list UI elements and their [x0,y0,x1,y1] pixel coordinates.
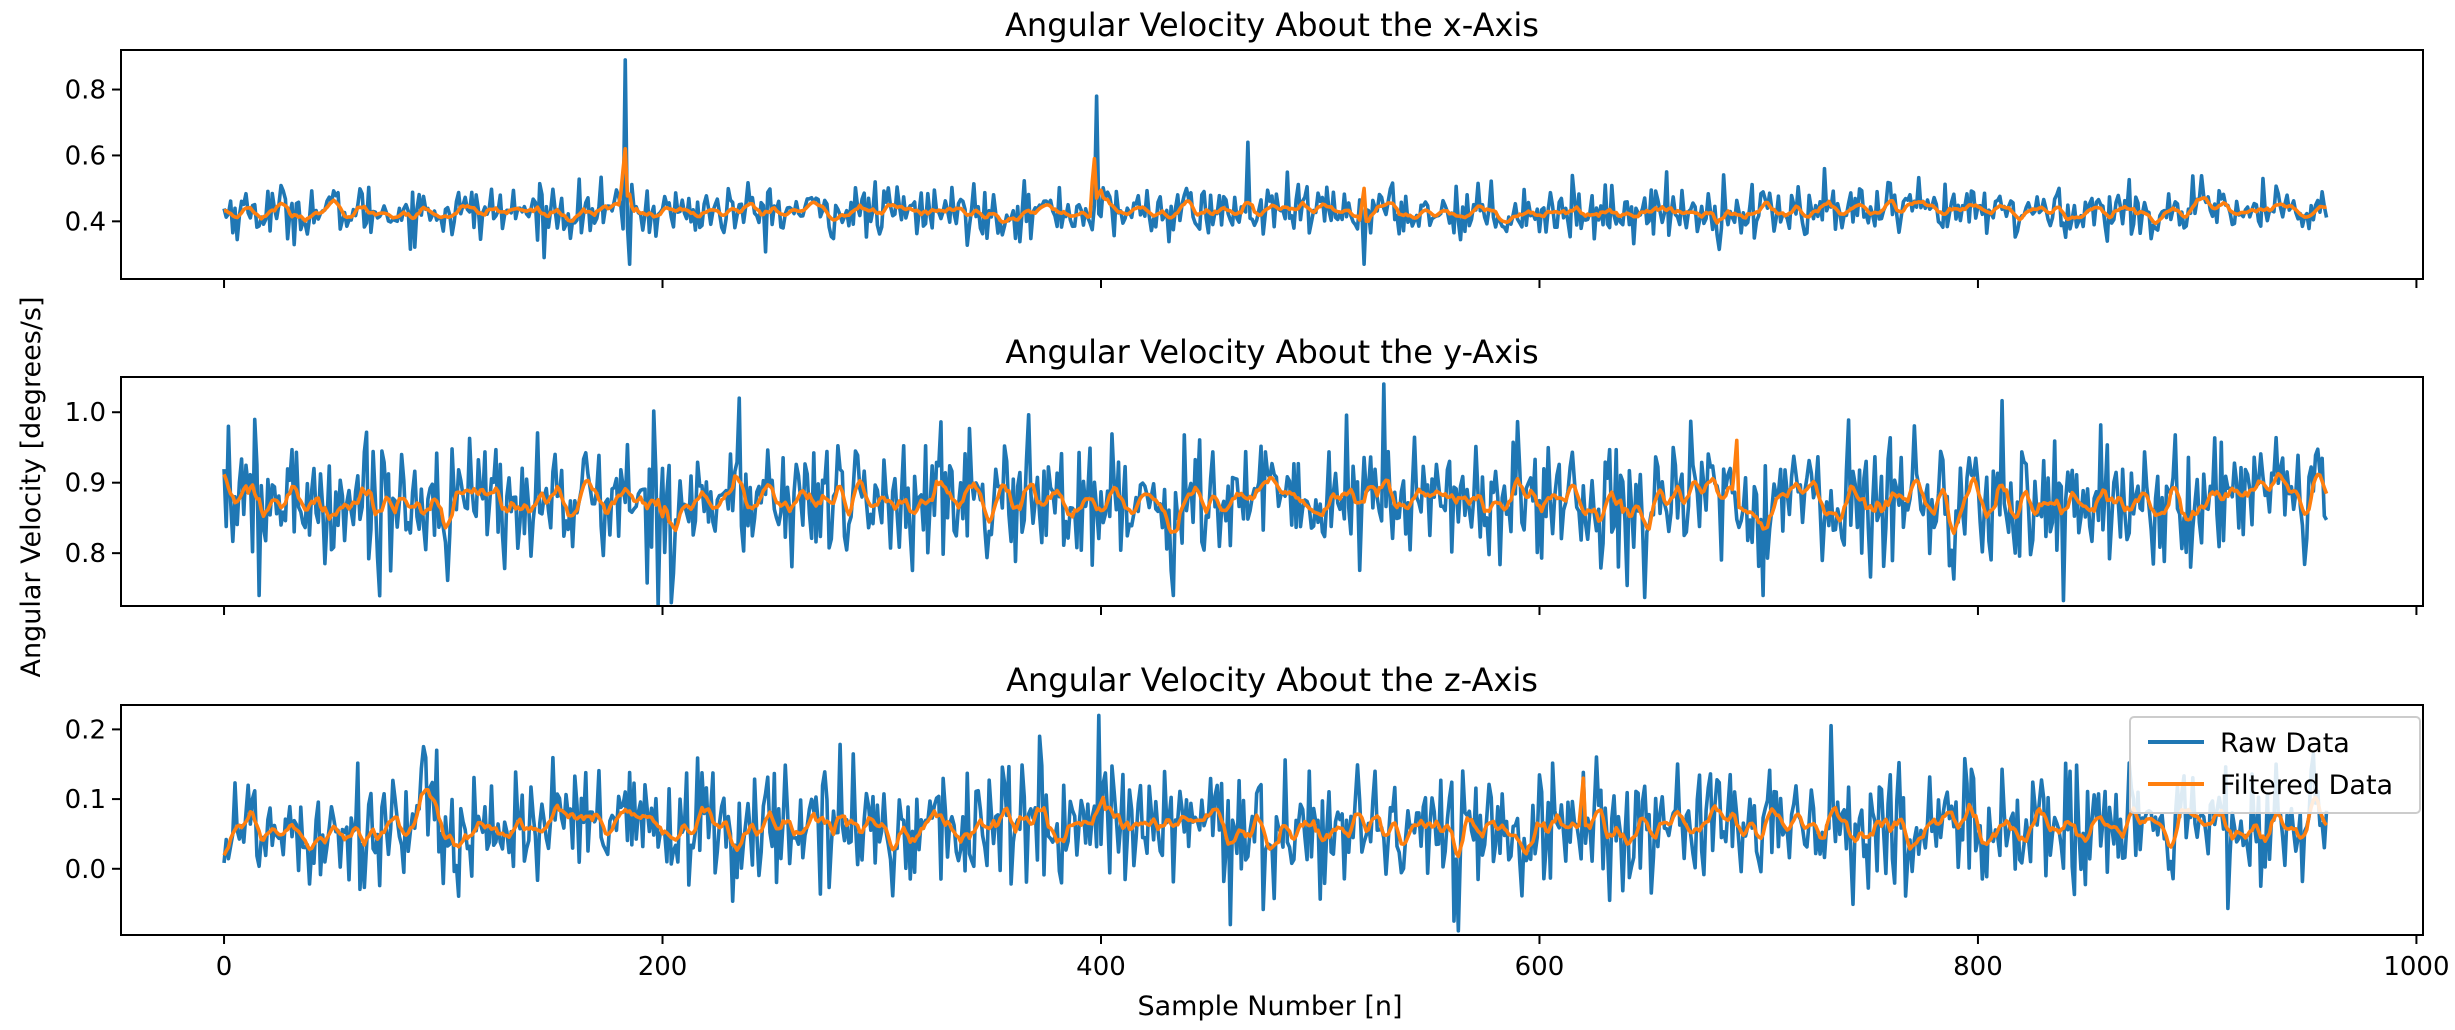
panel-title: Angular Velocity About the x-Axis [1005,6,1539,44]
y-tick-label: 0.2 [65,715,106,745]
axes-frame [120,49,2424,280]
raw-data-line [222,713,2329,933]
x-tick-label: 1000 [2383,952,2449,982]
x-tick-label: 600 [1515,952,1565,982]
legend: Raw Data Filtered Data [2129,716,2421,814]
panel-x: Angular Velocity About the x-Axis 0.4 0.6 0… [65,6,2424,288]
filtered-data-line [222,438,2329,536]
y-tick-label: 1.0 [65,398,106,428]
legend-filtered-label: Filtered Data [2220,770,2393,801]
x-tick-label: 0 [216,952,233,982]
y-tick-label: 0.6 [65,141,106,171]
axes-frame [120,376,2424,607]
x-tick-label: 400 [1076,952,1126,982]
y-tick-label: 0.0 [65,855,106,885]
x-axis-label: Sample Number [n] [1137,991,1402,1022]
panel-y: Angular Velocity About the y-Axis 0.8 0.9 1… [65,333,2424,615]
filtered-data-line [223,147,2327,226]
x-tick-label: 800 [1953,952,2003,982]
axes-frame [120,704,2424,936]
panel-z: Angular Velocity About the z-Axis 0.0 0.1 0… [65,661,2450,982]
x-tick-label: 200 [638,952,688,982]
filtered-data-line [222,776,2328,859]
panel-title: Angular Velocity About the z-Axis [1006,661,1538,699]
y-tick-label: 0.1 [65,785,106,815]
panel-title: Angular Velocity About the y-Axis [1005,333,1538,371]
y-tick-label: 0.4 [65,207,106,237]
y-axis-label: Angular Velocity [degrees/s] [16,297,47,678]
y-tick-label: 0.9 [65,469,106,499]
y-tick-label: 0.8 [65,76,106,106]
panels: Angular Velocity About the x-Axis 0.4 0.6 0… [65,6,2450,982]
legend-raw-label: Raw Data [2220,728,2350,759]
y-tick-label: 0.8 [65,539,106,569]
raw-data-line [222,58,2329,266]
raw-data-line [222,382,2329,606]
